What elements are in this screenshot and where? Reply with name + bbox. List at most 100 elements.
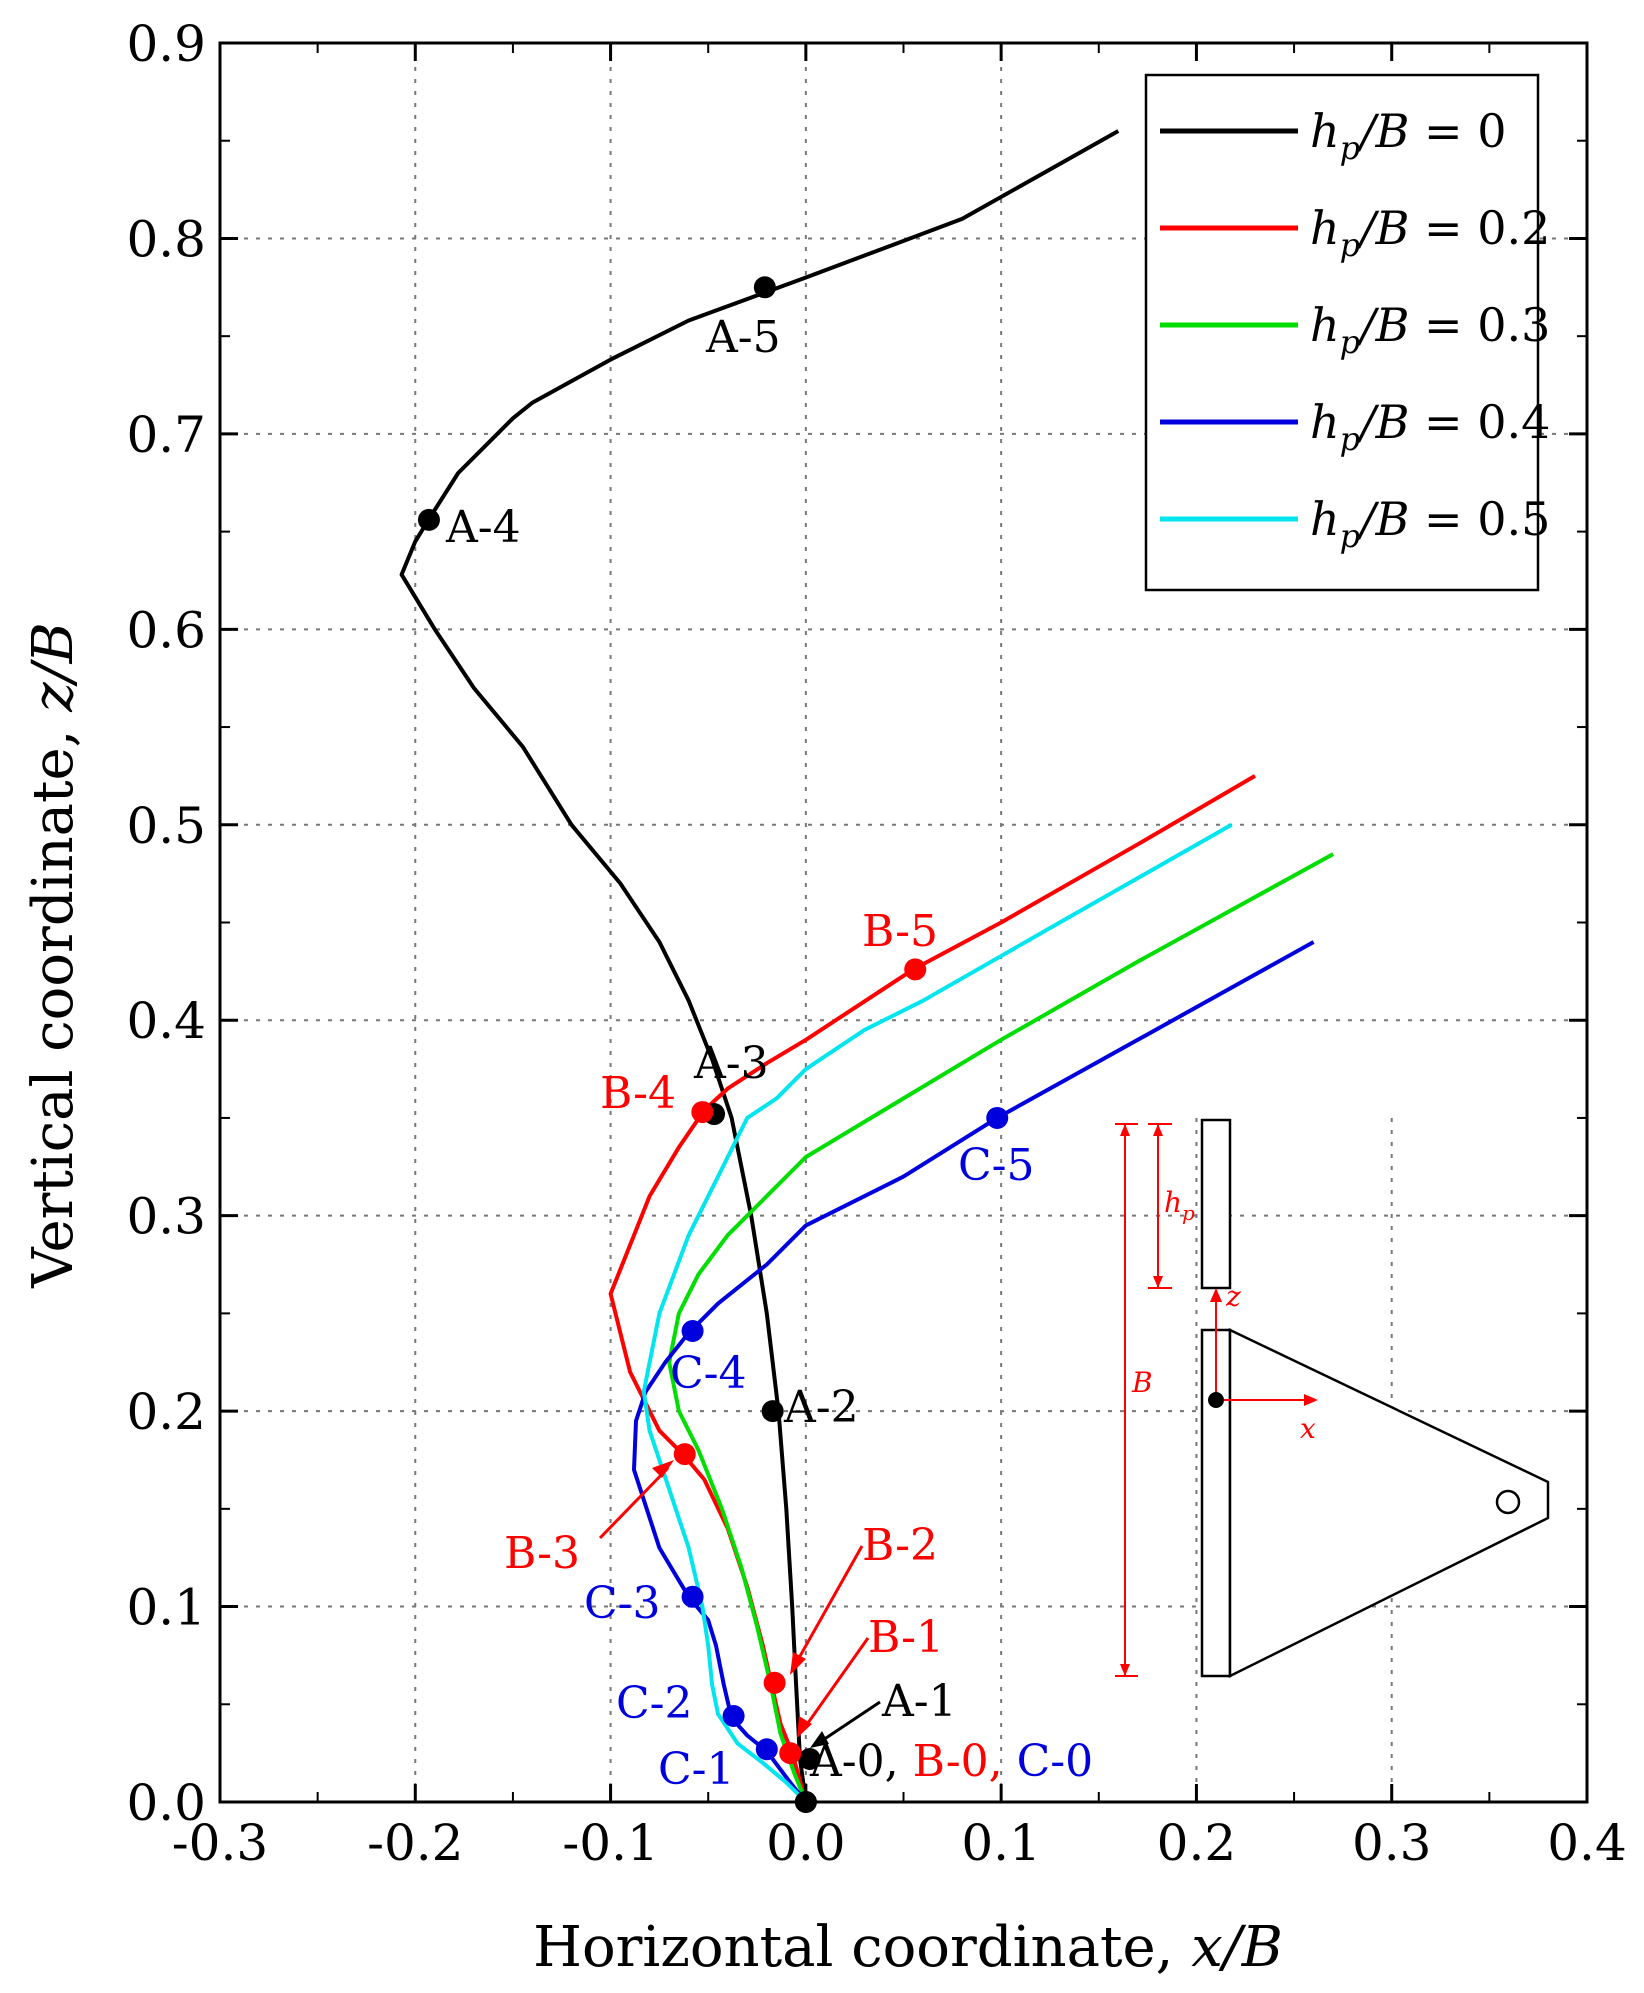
inset-label-x: x bbox=[1300, 1412, 1316, 1445]
triangle-body bbox=[1228, 1328, 1550, 1679]
label-b3: B-3 bbox=[504, 1528, 580, 1579]
x-tick-label: 0.3 bbox=[1352, 1814, 1432, 1872]
x-axis-title-prefix: Horizontal coordinate, bbox=[533, 1915, 1191, 1980]
legend-var-h: h bbox=[1310, 298, 1340, 352]
legend-label-4: hp/B = 0.5 bbox=[1310, 492, 1550, 555]
y-tick-label: 0.6 bbox=[126, 601, 206, 659]
label-c2: C-2 bbox=[616, 1678, 693, 1729]
x-tick-label: 0.1 bbox=[961, 1814, 1041, 1872]
legend-var-sub: p bbox=[1340, 420, 1360, 458]
point-c-5 bbox=[986, 1106, 1009, 1129]
x-axis-title: Horizontal coordinate, x/B bbox=[533, 1915, 1283, 1980]
point-c-2 bbox=[722, 1705, 745, 1728]
arrow-a1-head bbox=[810, 1731, 829, 1748]
inset-label-B: B bbox=[1131, 1366, 1153, 1399]
inset-label-hp-sub: p bbox=[1182, 1201, 1195, 1225]
inset-label-hp-main: h bbox=[1164, 1186, 1182, 1219]
data-points bbox=[417, 276, 1009, 1813]
point-a-1 bbox=[798, 1748, 821, 1771]
label-c0: C-0 bbox=[1017, 1736, 1094, 1787]
label-a5: A-5 bbox=[705, 312, 781, 363]
legend-var-rest: /B = bbox=[1356, 104, 1477, 158]
plate-upper bbox=[1200, 1118, 1232, 1290]
arrow-b3 bbox=[598, 1466, 670, 1540]
label-origin: A-0, B-0, C-0 bbox=[809, 1736, 1093, 1787]
label-b0: B-0, bbox=[913, 1736, 1017, 1787]
y-axis-title-var: z bbox=[21, 682, 86, 713]
inset-label-z: z bbox=[1225, 1280, 1241, 1313]
point-c-1 bbox=[755, 1738, 778, 1761]
point-a-5 bbox=[753, 276, 776, 299]
label-b1: B-1 bbox=[868, 1612, 944, 1663]
label-c3: C-3 bbox=[584, 1578, 661, 1629]
x-axis-title-var: x bbox=[1191, 1915, 1223, 1980]
point-labels: A-5 A-4 A-3 A-2 A-1 B-5 B-4 B-3 B-2 B-1 … bbox=[445, 312, 1093, 1795]
point-b-3 bbox=[673, 1443, 696, 1466]
legend-var-rest: /B = bbox=[1356, 298, 1477, 352]
legend-var-h: h bbox=[1310, 201, 1340, 255]
legend-var-h: h bbox=[1310, 492, 1340, 546]
x-tick-label: 0.2 bbox=[1157, 1814, 1237, 1872]
series-line-3 bbox=[632, 940, 1315, 1804]
x-tick-label: -0.3 bbox=[172, 1814, 268, 1872]
label-c5: C-5 bbox=[958, 1140, 1035, 1191]
dim-B-arrow-top bbox=[1120, 1124, 1130, 1136]
series-line-4 bbox=[641, 823, 1233, 1804]
legend-label-2: hp/B = 0.3 bbox=[1310, 298, 1550, 361]
y-tick-label: 0.1 bbox=[126, 1579, 206, 1637]
y-tick-label: 0.0 bbox=[126, 1774, 206, 1832]
series-line-0 bbox=[399, 129, 1120, 1803]
x-tick-label: 0.0 bbox=[766, 1814, 846, 1872]
arrow-b3-head bbox=[652, 1460, 674, 1478]
label-a3: A-3 bbox=[693, 1038, 769, 1089]
x-tick-label: -0.2 bbox=[367, 1814, 463, 1872]
legend-value: 0 bbox=[1477, 104, 1506, 158]
label-a0: A-0, bbox=[809, 1736, 913, 1787]
label-a4: A-4 bbox=[445, 502, 521, 553]
legend-box bbox=[1144, 73, 1540, 592]
y-axis-title-suffix: /B bbox=[21, 622, 86, 687]
legend-value: 0.5 bbox=[1477, 492, 1550, 546]
label-a2: A-2 bbox=[783, 1382, 859, 1433]
legend-var-sub: p bbox=[1340, 226, 1360, 264]
dim-B-arrow-bottom bbox=[1120, 1664, 1130, 1676]
series-lines bbox=[399, 129, 1335, 1804]
y-axis-title: Vertical coordinate, z/B bbox=[21, 622, 86, 1289]
legend-label-3: hp/B = 0.4 bbox=[1310, 395, 1550, 458]
y-tick-label: 0.9 bbox=[126, 15, 206, 73]
x-tick-label: 0.4 bbox=[1547, 1814, 1627, 1872]
label-c1: C-1 bbox=[658, 1744, 735, 1795]
label-c4: C-4 bbox=[670, 1348, 747, 1399]
legend-value: 0.2 bbox=[1477, 201, 1550, 255]
dim-hp-arrow-bottom bbox=[1153, 1276, 1163, 1288]
annotation-arrows bbox=[598, 1460, 881, 1748]
point-a-2 bbox=[761, 1400, 784, 1423]
inset-label-hp: hp bbox=[1164, 1186, 1195, 1225]
arrow-a1 bbox=[819, 1700, 881, 1744]
legend-var-sub: p bbox=[1340, 323, 1360, 361]
legend-value: 0.4 bbox=[1477, 395, 1550, 449]
arrow-b1 bbox=[801, 1637, 870, 1731]
y-tick-label: 0.4 bbox=[126, 992, 206, 1050]
arrow-b2 bbox=[793, 1545, 864, 1666]
y-tick-label: 0.2 bbox=[126, 1383, 206, 1441]
cross-section-inset: hp B z x bbox=[1115, 1118, 1550, 1679]
y-tick-label: 0.7 bbox=[126, 406, 206, 464]
arrow-b2-head bbox=[790, 1652, 806, 1675]
axis-ticks: -0.3 -0.2 -0.1 0.0 0.1 0.2 0.3 0.4 0.0 0.1 0.2 0.3 0… bbox=[126, 15, 1626, 1872]
label-b4: B-4 bbox=[600, 1068, 676, 1119]
origin-dot bbox=[1208, 1392, 1224, 1408]
legend-var-h: h bbox=[1310, 104, 1340, 158]
x-axis-arrowhead bbox=[1304, 1394, 1318, 1406]
point-b-2 bbox=[763, 1671, 786, 1694]
legend-label-0: hp/B = 0 bbox=[1310, 104, 1507, 167]
legend: hp/B = 0hp/B = 0.2hp/B = 0.3hp/B = 0.4hp… bbox=[1144, 73, 1550, 592]
legend-var-rest: /B = bbox=[1356, 201, 1477, 255]
y-tick-label: 0.5 bbox=[126, 797, 206, 855]
label-b5: B-5 bbox=[862, 906, 938, 957]
arrow-b1-head bbox=[797, 1716, 812, 1738]
point-c-3 bbox=[681, 1585, 704, 1608]
point-origin bbox=[794, 1791, 817, 1813]
point-b-1 bbox=[779, 1742, 802, 1765]
